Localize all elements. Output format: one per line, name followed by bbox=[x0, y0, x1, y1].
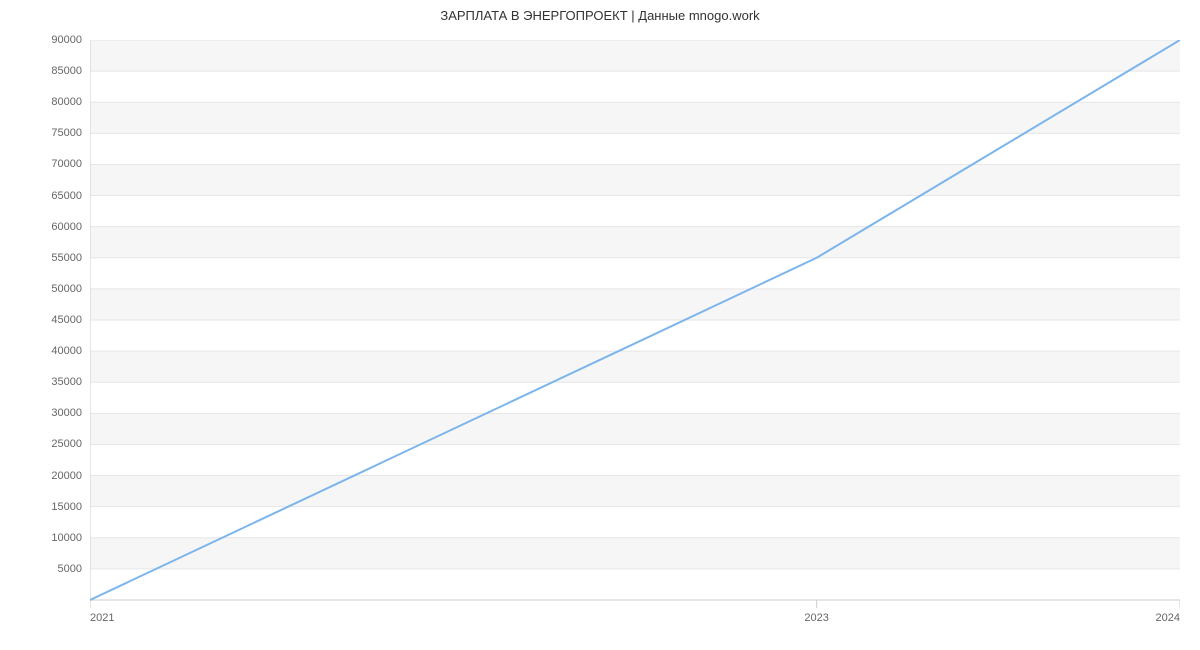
x-tick-label: 2024 bbox=[1156, 612, 1180, 624]
y-tick-label: 90000 bbox=[0, 34, 82, 46]
y-tick-label: 75000 bbox=[0, 127, 82, 139]
y-tick-label: 15000 bbox=[0, 501, 82, 513]
y-tick-label: 45000 bbox=[0, 314, 82, 326]
y-tick-label: 35000 bbox=[0, 376, 82, 388]
x-tick-label: 2023 bbox=[804, 612, 828, 624]
y-tick-label: 40000 bbox=[0, 345, 82, 357]
y-tick-label: 10000 bbox=[0, 532, 82, 544]
y-tick-label: 20000 bbox=[0, 470, 82, 482]
y-tick-label: 55000 bbox=[0, 252, 82, 264]
y-tick-label: 50000 bbox=[0, 283, 82, 295]
y-tick-label: 5000 bbox=[0, 563, 82, 575]
chart-title: ЗАРПЛАТА В ЭНЕРГОПРОЕКТ | Данные mnogo.w… bbox=[0, 8, 1200, 23]
y-tick-label: 70000 bbox=[0, 158, 82, 170]
y-tick-label: 65000 bbox=[0, 190, 82, 202]
y-tick-label: 25000 bbox=[0, 438, 82, 450]
x-tick-label: 2021 bbox=[90, 612, 114, 624]
salary-line-chart: ЗАРПЛАТА В ЭНЕРГОПРОЕКТ | Данные mnogo.w… bbox=[0, 0, 1200, 650]
y-tick-label: 60000 bbox=[0, 221, 82, 233]
y-tick-label: 80000 bbox=[0, 96, 82, 108]
y-tick-label: 85000 bbox=[0, 65, 82, 77]
y-tick-label: 30000 bbox=[0, 407, 82, 419]
plot-area bbox=[90, 40, 1180, 612]
